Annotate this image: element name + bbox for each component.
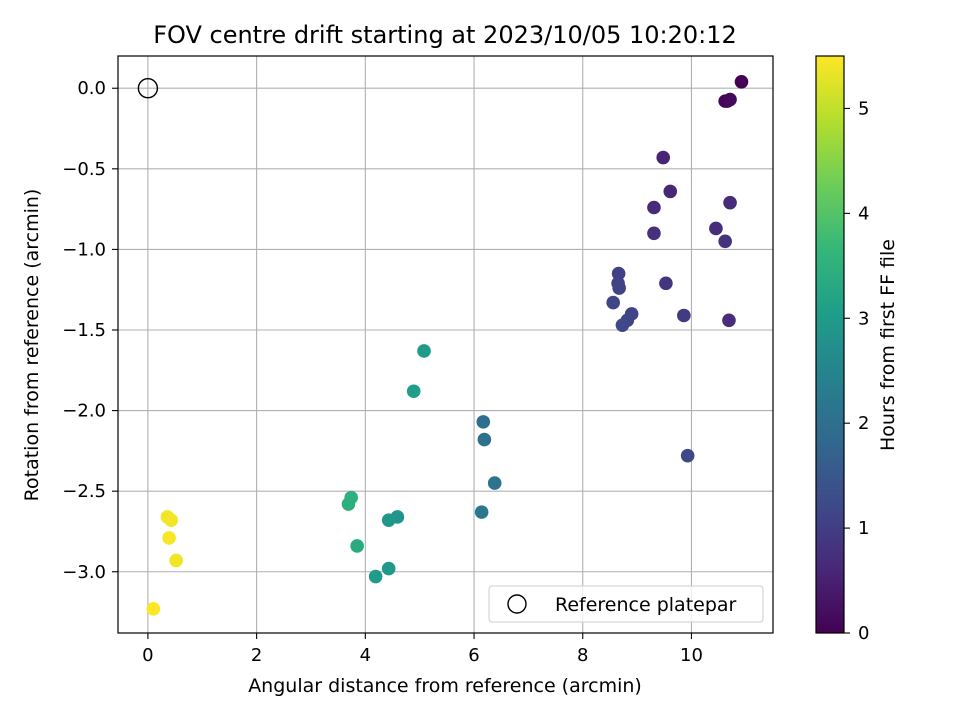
data-point	[734, 74, 749, 89]
data-point	[647, 226, 661, 241]
x-tick-label: 4	[360, 645, 371, 666]
colorbar-tick-label: 4	[858, 203, 869, 224]
y-tick-label: −3.0	[62, 562, 106, 583]
data-point	[169, 553, 183, 568]
y-tick-label: −2.0	[62, 401, 106, 422]
data-point	[164, 513, 179, 527]
y-axis-label: Rotation from reference (arcmin)	[21, 189, 43, 502]
data-point	[368, 569, 383, 584]
y-axis-ticks: 0.0 −0.5 −1.0 −1.5 −2.0 −2.5 −3.0	[62, 78, 118, 583]
colorbar-tick-label: 2	[858, 413, 869, 434]
data-point	[381, 513, 396, 527]
reference-marker-layer	[137, 78, 159, 99]
x-tick-label: 6	[468, 645, 479, 666]
data-point	[474, 505, 489, 519]
x-tick-label: 0	[142, 645, 153, 666]
colorbar-tick-label: 3	[858, 308, 869, 329]
reference-platepar-marker	[137, 78, 159, 99]
data-point	[663, 184, 678, 199]
scatter-points	[146, 74, 749, 616]
plot-area	[118, 56, 773, 633]
data-point	[723, 195, 737, 210]
colorbar-tick-label: 5	[858, 98, 869, 119]
data-point	[341, 497, 356, 511]
data-point	[723, 92, 737, 107]
x-tick-label: 8	[577, 645, 588, 666]
x-axis-label: Angular distance from reference (arcmin)	[248, 675, 642, 697]
data-point	[162, 531, 176, 545]
colorbar	[815, 55, 845, 634]
y-tick-label: 0.0	[77, 78, 106, 99]
data-point	[146, 602, 161, 616]
data-point	[612, 281, 626, 295]
grid	[118, 56, 773, 633]
y-tick-label: −2.5	[62, 481, 106, 502]
colorbar-tick-label: 0	[858, 623, 869, 644]
data-point	[611, 266, 626, 281]
data-point	[615, 318, 630, 332]
data-point	[656, 150, 670, 165]
x-tick-label: 10	[680, 645, 703, 666]
data-point	[487, 476, 502, 490]
data-point	[477, 432, 492, 447]
legend-box	[488, 585, 764, 623]
chart-title: FOV centre drift starting at 2023/10/05 …	[153, 21, 737, 49]
data-point	[722, 313, 736, 328]
data-point	[417, 344, 431, 358]
data-point	[647, 200, 661, 215]
data-point	[659, 276, 673, 291]
data-point	[709, 221, 723, 236]
colorbar-tick-label: 1	[858, 518, 869, 539]
legend-label-reference: Reference platepar	[555, 594, 737, 616]
data-point	[606, 295, 620, 310]
data-point	[680, 448, 695, 463]
colorbar-ticks: 0 1 2 3 4 5	[844, 98, 869, 644]
data-point	[476, 415, 491, 429]
y-tick-label: −0.5	[62, 159, 106, 180]
data-point	[381, 561, 396, 576]
x-axis-ticks: 0 2 4 6 8 10	[142, 633, 703, 666]
plot-frame	[117, 55, 774, 634]
y-tick-label: −1.0	[62, 239, 106, 260]
data-point	[677, 308, 691, 323]
x-tick-label: 2	[251, 645, 262, 666]
y-tick-label: −1.5	[62, 320, 106, 341]
legend: Reference platepar	[488, 585, 764, 623]
data-point	[350, 539, 364, 553]
data-point	[406, 384, 421, 399]
colorbar-label: Hours from first FF file	[877, 239, 899, 451]
data-point	[718, 234, 732, 249]
legend-marker-reference	[507, 594, 527, 614]
